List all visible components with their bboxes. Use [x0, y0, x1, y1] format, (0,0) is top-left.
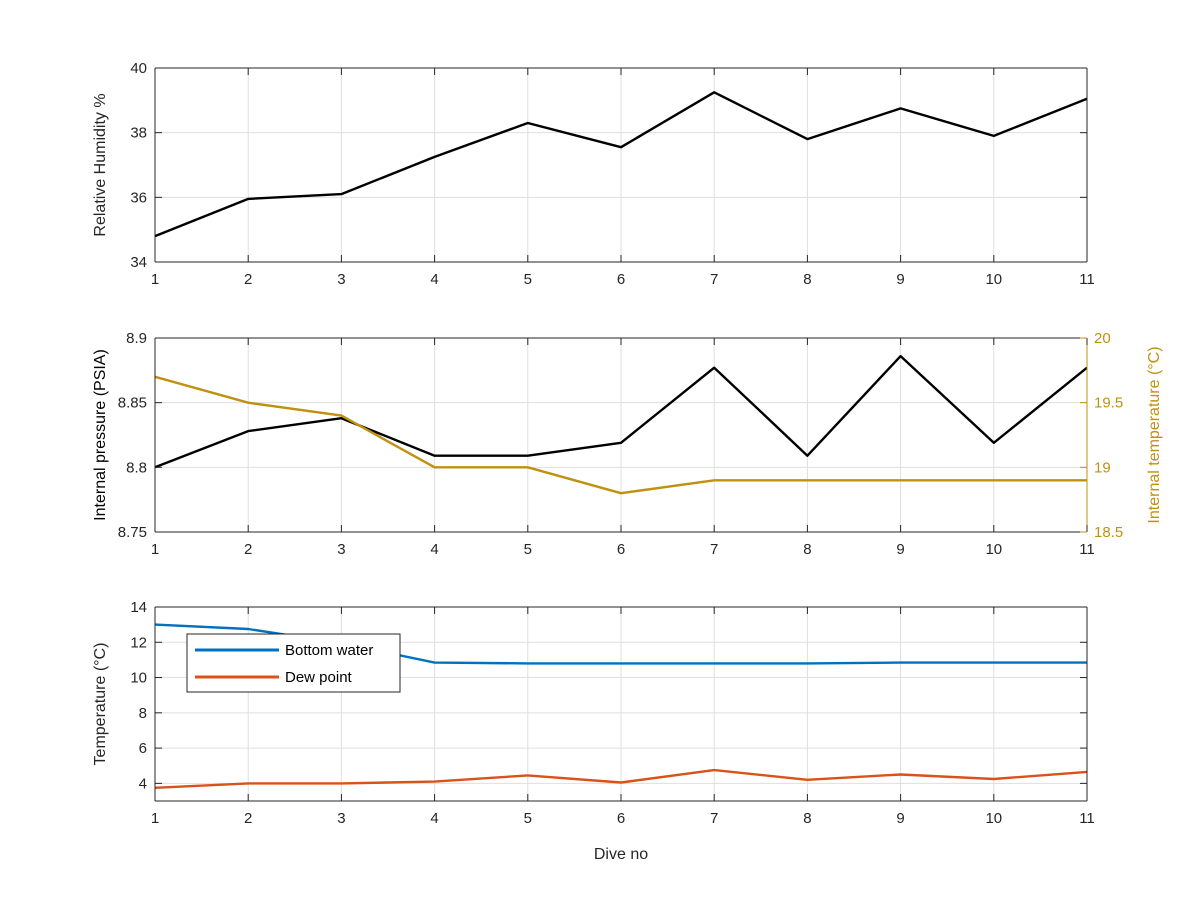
right-y-tick-label: 19 — [1094, 459, 1111, 476]
plot-area — [154, 337, 1088, 533]
y-tick-label: 36 — [130, 189, 147, 206]
x-tick-label: 3 — [337, 541, 345, 558]
x-tick-label: 7 — [710, 271, 718, 288]
x-tick-label: 7 — [710, 810, 718, 827]
legend-box — [186, 633, 401, 693]
x-tick-label: 7 — [710, 541, 718, 558]
x-tick-label: 8 — [803, 541, 811, 558]
y-tick-label: 8 — [139, 705, 147, 722]
x-tick-label: 8 — [803, 271, 811, 288]
x-tick-label: 6 — [617, 541, 625, 558]
y-tick-label: 4 — [139, 775, 147, 792]
y-tick-label: 8.8 — [126, 459, 147, 476]
x-tick-label: 3 — [337, 271, 345, 288]
y-tick-label: 6 — [139, 740, 147, 757]
right-y-tick-label: 20 — [1094, 330, 1111, 347]
right-y-tick-label: 19.5 — [1094, 395, 1123, 412]
internal-temperature-y-axis-label: Internal temperature (°C) — [1146, 346, 1163, 523]
x-tick-label: 4 — [430, 810, 438, 827]
x-tick-label: 1 — [151, 541, 159, 558]
legend-label-dew-point: Dew point — [285, 669, 353, 686]
x-tick-label: 6 — [617, 810, 625, 827]
x-tick-label: 11 — [1079, 271, 1095, 288]
x-tick-label: 1 — [151, 810, 159, 827]
y-tick-label: 40 — [130, 60, 147, 77]
x-tick-label: 1 — [151, 271, 159, 288]
x-tick-label: 10 — [985, 541, 1002, 558]
x-tick-label: 2 — [244, 271, 252, 288]
y-tick-label: 14 — [130, 599, 147, 616]
series-group — [154, 91, 1088, 238]
series-group — [154, 354, 1088, 495]
pressure-temperature-axes: 1 2 3 4 5 6 7 8 9 10 118.758.88.858.918.51919.520 … — [92, 330, 1163, 558]
x-tick-label: 10 — [985, 810, 1002, 827]
x-tick-label: 2 — [244, 810, 252, 827]
legend: Bottom water Dew point — [186, 633, 401, 693]
x-tick-label: 5 — [524, 810, 532, 827]
legend-label-bottom-water: Bottom water — [285, 642, 373, 659]
x-tick-label: 10 — [985, 271, 1002, 288]
axes-frame: 1 2 3 4 5 6 7 8 9 10 11 8.75 8.8 8.85 8.9 18.5 19 19.5 20 — [118, 330, 1123, 558]
plot-area — [154, 67, 1088, 263]
x-tick-label: 5 — [524, 541, 532, 558]
y-tick-label: 8.9 — [126, 330, 147, 347]
x-tick-label: 8 — [803, 810, 811, 827]
x-tick-label: 2 — [244, 541, 252, 558]
x-tick-label: 5 — [524, 271, 532, 288]
humidity-y-axis-label: Relative Humidity % — [92, 93, 109, 236]
plot-area — [154, 606, 1088, 801]
y-tick-label: 8.85 — [118, 395, 147, 412]
right-y-tick-label: 18.5 — [1094, 524, 1123, 541]
dive-no-x-axis-label: Dive no — [594, 846, 648, 863]
series-0-line — [154, 354, 1088, 469]
dew-point-line — [154, 768, 1088, 789]
series-1-line — [154, 375, 1087, 495]
x-tick-label: 4 — [430, 541, 438, 558]
series-0-line — [154, 91, 1088, 238]
x-tick-label: 11 — [1079, 810, 1095, 827]
x-tick-label: 9 — [896, 810, 904, 827]
temperature-y-axis-label: Temperature (°C) — [92, 643, 109, 766]
x-tick-label: 3 — [337, 810, 345, 827]
y-tick-label: 8.75 — [118, 524, 147, 541]
x-tick-label: 4 — [430, 271, 438, 288]
x-tick-label: 9 — [896, 271, 904, 288]
y-tick-label: 38 — [130, 125, 147, 142]
x-tick-label: 11 — [1079, 541, 1095, 558]
pressure-y-axis-label: Internal pressure (PSIA) — [92, 349, 109, 521]
y-tick-label: 34 — [130, 254, 147, 271]
x-tick-label: 6 — [617, 271, 625, 288]
y-tick-label: 12 — [130, 634, 147, 651]
y-tick-label: 10 — [130, 670, 147, 687]
x-tick-label: 9 — [896, 541, 904, 558]
